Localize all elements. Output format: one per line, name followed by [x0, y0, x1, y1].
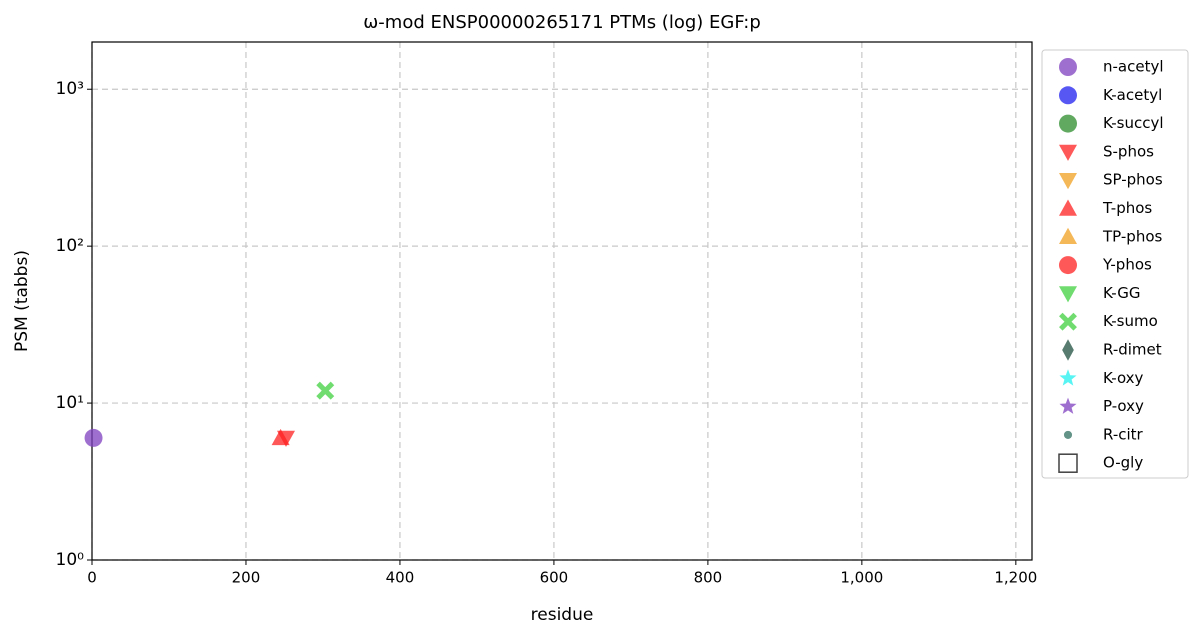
- legend-marker: [1059, 86, 1077, 105]
- x-tick-label: 0: [87, 569, 97, 587]
- legend-marker: [1059, 173, 1077, 190]
- legend-label: K-sumo: [1103, 312, 1158, 330]
- legend-label: R-dimet: [1103, 341, 1162, 359]
- legend-label: R-citr: [1103, 425, 1144, 443]
- legend-marker: [1059, 286, 1077, 303]
- legend-marker: [1059, 369, 1077, 386]
- x-tick-label: 800: [694, 569, 723, 587]
- legend-marker: [1063, 430, 1073, 439]
- x-tick-label: 200: [232, 569, 261, 587]
- legend-label: S-phos: [1103, 142, 1154, 160]
- x-tick-label: 600: [540, 569, 569, 587]
- legend-marker: [1059, 199, 1077, 216]
- legend-label: K-succyl: [1103, 114, 1164, 132]
- legend-marker: [1059, 312, 1077, 331]
- x-tick-label: 1,200: [994, 569, 1037, 587]
- y-tick-label: 10³: [56, 79, 84, 99]
- legend-marker: [1059, 256, 1077, 275]
- legend-marker: [1059, 58, 1077, 76]
- plot-frame: [91, 41, 1033, 561]
- legend-marker: [1059, 144, 1077, 161]
- legend-box: [1041, 49, 1189, 479]
- legend-label: SP-phos: [1103, 171, 1163, 189]
- y-tick-label: 10⁰: [56, 550, 85, 570]
- x-axis-label: residue: [531, 605, 594, 625]
- legend-label: O-gly: [1103, 454, 1143, 472]
- data-point: [316, 381, 335, 400]
- legend-label: K-oxy: [1103, 369, 1144, 387]
- legend-marker: [1059, 397, 1077, 414]
- legend-label: TP-phos: [1102, 227, 1162, 245]
- x-tick-label: 400: [386, 569, 415, 587]
- legend-marker: [1059, 114, 1077, 133]
- data-point: [84, 428, 103, 447]
- legend-marker: [1062, 339, 1074, 361]
- legend-label: K-GG: [1103, 284, 1140, 302]
- legend-label: n-acetyl: [1103, 58, 1164, 76]
- legend-marker: [1059, 227, 1077, 244]
- legend-label: K-acetyl: [1103, 86, 1162, 104]
- y-axis-label: PSM (tabbs): [12, 250, 32, 352]
- y-tick-label: 10¹: [56, 393, 84, 413]
- chart-title: ω-mod ENSP00000265171 PTMs (log) EGF:p: [363, 12, 761, 33]
- legend-label: T-phos: [1102, 199, 1152, 217]
- y-tick-label: 10²: [56, 236, 84, 256]
- legend-label: P-oxy: [1103, 397, 1144, 415]
- x-tick-label: 1,000: [840, 569, 883, 587]
- legend-label: Y-phos: [1102, 256, 1152, 274]
- data-point: [271, 428, 290, 446]
- legend-marker: [1058, 453, 1078, 473]
